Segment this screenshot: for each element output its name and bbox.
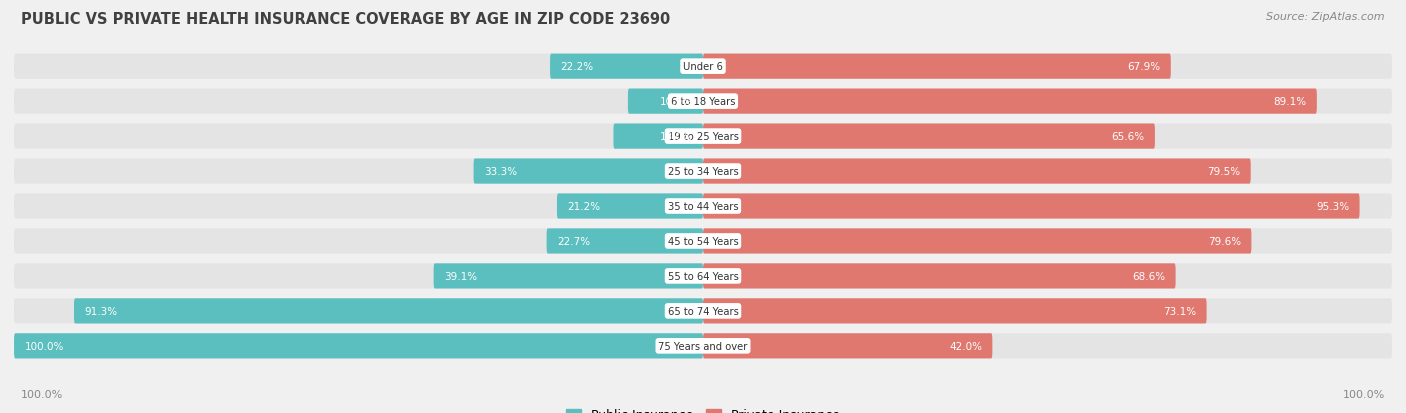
FancyBboxPatch shape — [550, 55, 703, 80]
Text: 22.2%: 22.2% — [561, 62, 593, 72]
FancyBboxPatch shape — [14, 263, 1392, 289]
FancyBboxPatch shape — [703, 124, 1154, 150]
FancyBboxPatch shape — [547, 229, 703, 254]
Text: 79.6%: 79.6% — [1208, 236, 1241, 247]
FancyBboxPatch shape — [703, 229, 1251, 254]
Text: 68.6%: 68.6% — [1132, 271, 1166, 281]
FancyBboxPatch shape — [14, 194, 1392, 219]
Text: 89.1%: 89.1% — [1274, 97, 1306, 107]
FancyBboxPatch shape — [703, 89, 1317, 114]
Text: 75 Years and over: 75 Years and over — [658, 341, 748, 351]
FancyBboxPatch shape — [14, 89, 1392, 114]
FancyBboxPatch shape — [557, 194, 703, 219]
Text: 100.0%: 100.0% — [1343, 389, 1385, 399]
FancyBboxPatch shape — [703, 333, 993, 358]
FancyBboxPatch shape — [14, 229, 1392, 254]
FancyBboxPatch shape — [14, 299, 1392, 324]
FancyBboxPatch shape — [14, 159, 1392, 184]
Text: Under 6: Under 6 — [683, 62, 723, 72]
Text: 21.2%: 21.2% — [567, 202, 600, 211]
FancyBboxPatch shape — [613, 124, 703, 150]
Text: 39.1%: 39.1% — [444, 271, 477, 281]
FancyBboxPatch shape — [474, 159, 703, 184]
FancyBboxPatch shape — [703, 194, 1360, 219]
FancyBboxPatch shape — [628, 89, 703, 114]
Text: 91.3%: 91.3% — [84, 306, 118, 316]
Text: 6 to 18 Years: 6 to 18 Years — [671, 97, 735, 107]
Text: 19 to 25 Years: 19 to 25 Years — [668, 132, 738, 142]
Text: 33.3%: 33.3% — [484, 166, 517, 177]
FancyBboxPatch shape — [433, 263, 703, 289]
FancyBboxPatch shape — [703, 299, 1206, 324]
Text: 65 to 74 Years: 65 to 74 Years — [668, 306, 738, 316]
Text: 55 to 64 Years: 55 to 64 Years — [668, 271, 738, 281]
Legend: Public Insurance, Private Insurance: Public Insurance, Private Insurance — [561, 404, 845, 413]
Text: Source: ZipAtlas.com: Source: ZipAtlas.com — [1267, 12, 1385, 22]
Text: 45 to 54 Years: 45 to 54 Years — [668, 236, 738, 247]
Text: 42.0%: 42.0% — [949, 341, 981, 351]
Text: PUBLIC VS PRIVATE HEALTH INSURANCE COVERAGE BY AGE IN ZIP CODE 23690: PUBLIC VS PRIVATE HEALTH INSURANCE COVER… — [21, 12, 671, 27]
FancyBboxPatch shape — [75, 299, 703, 324]
FancyBboxPatch shape — [14, 55, 1392, 80]
Text: 65.6%: 65.6% — [1112, 132, 1144, 142]
Text: 95.3%: 95.3% — [1316, 202, 1350, 211]
FancyBboxPatch shape — [14, 124, 1392, 150]
Text: 10.9%: 10.9% — [659, 97, 693, 107]
FancyBboxPatch shape — [703, 263, 1175, 289]
Text: 35 to 44 Years: 35 to 44 Years — [668, 202, 738, 211]
Text: 67.9%: 67.9% — [1128, 62, 1160, 72]
Text: 73.1%: 73.1% — [1163, 306, 1197, 316]
Text: 25 to 34 Years: 25 to 34 Years — [668, 166, 738, 177]
FancyBboxPatch shape — [703, 55, 1171, 80]
FancyBboxPatch shape — [14, 333, 703, 358]
Text: 22.7%: 22.7% — [557, 236, 591, 247]
Text: 100.0%: 100.0% — [21, 389, 63, 399]
FancyBboxPatch shape — [703, 159, 1251, 184]
Text: 13.0%: 13.0% — [659, 132, 693, 142]
Text: 79.5%: 79.5% — [1208, 166, 1240, 177]
FancyBboxPatch shape — [14, 333, 1392, 358]
Text: 100.0%: 100.0% — [24, 341, 63, 351]
